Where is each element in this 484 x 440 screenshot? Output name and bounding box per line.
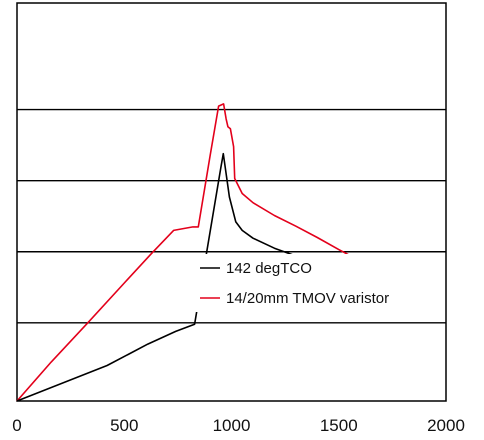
- x-tick-label: 1500: [320, 416, 358, 435]
- x-axis: 0 500 1000 1500 2000: [12, 416, 465, 435]
- x-tick-label: 500: [110, 416, 138, 435]
- legend-label: 14/20mm TMOV varistor: [226, 290, 389, 307]
- plot-frame: [16, 2, 447, 402]
- gridlines: [17, 108, 446, 324]
- x-tick-label: 0: [12, 416, 21, 435]
- legend-label: 142 degTCO: [226, 260, 312, 277]
- x-tick-label: 1000: [213, 416, 251, 435]
- series-layer: [16, 103, 442, 402]
- legend: 142 degTCO 14/20mm TMOV varistor: [193, 254, 445, 312]
- series-line-tmov: [16, 103, 423, 402]
- x-tick-label: 2000: [427, 416, 465, 435]
- legend-background: [193, 254, 445, 312]
